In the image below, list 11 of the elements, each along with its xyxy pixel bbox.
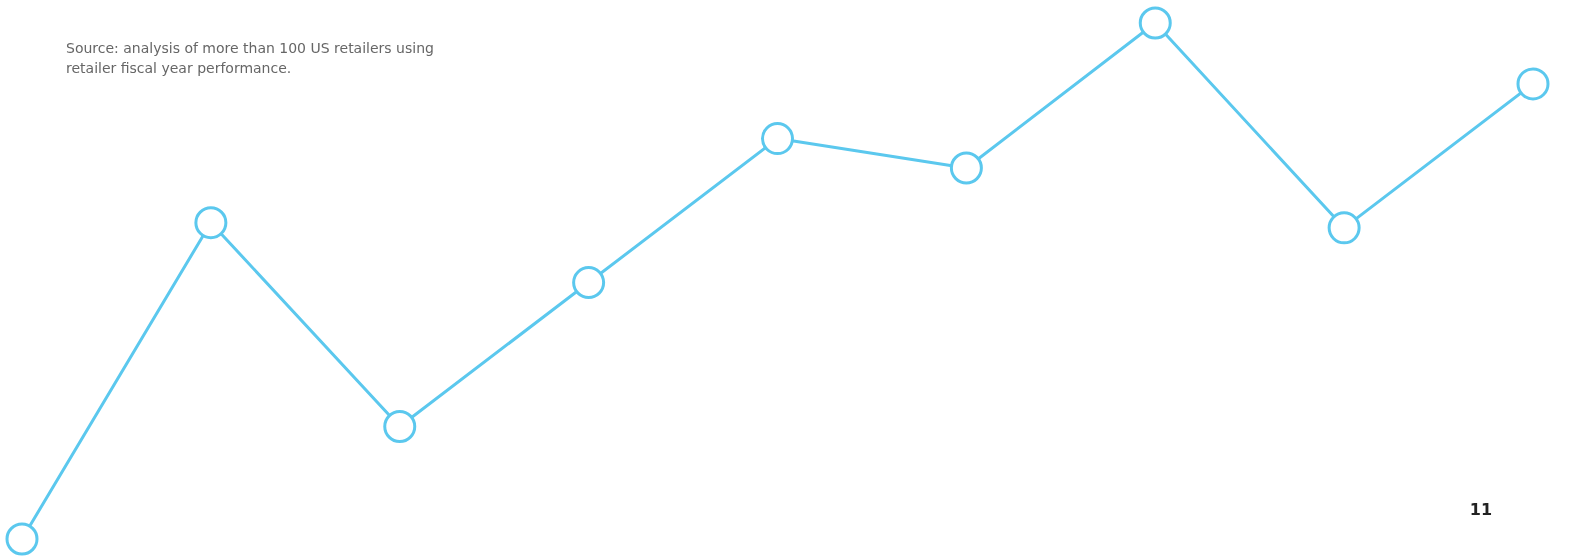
point [194, 206, 228, 240]
point [5, 522, 39, 556]
point [1516, 67, 1550, 101]
point [761, 122, 794, 156]
point [949, 151, 983, 185]
annotation: Source: analysis of more than 100 US retailers using retailer fiscal year performance. [66, 40, 434, 76]
point [572, 266, 606, 300]
annotation: 11 [1469, 500, 1493, 519]
point [1327, 211, 1361, 245]
point [383, 410, 417, 444]
point [1138, 6, 1172, 40]
